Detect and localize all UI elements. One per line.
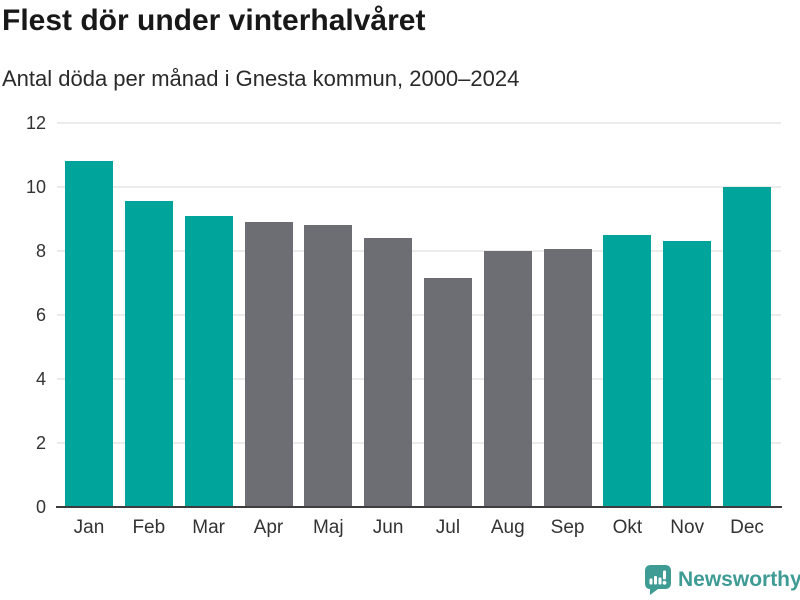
y-axis-tick-label-4: 4 [35, 369, 46, 389]
x-axis-tick-label-jan: Jan [73, 517, 105, 538]
x-axis-tick-label-jun: Jun [372, 517, 404, 538]
y-axis-tick-label-0: 0 [35, 497, 46, 517]
gridline-y-6 [57, 314, 781, 316]
y-axis-tick-label-2: 2 [35, 433, 46, 453]
bar-jul [423, 278, 472, 507]
bar-okt [603, 235, 652, 507]
x-axis-tick-label-apr: Apr [253, 517, 284, 538]
gridline-y-10 [57, 186, 781, 188]
bar-maj [304, 225, 353, 507]
bar-mar [184, 215, 233, 507]
y-axis-tick-label-12: 12 [25, 113, 46, 133]
x-axis-tick-label-okt: Okt [612, 517, 643, 538]
y-axis-tick-label-8: 8 [35, 241, 46, 261]
chart-title: Flest dör under vinterhalvåret [2, 4, 426, 37]
x-axis-tick-label-sep: Sep [550, 517, 585, 538]
bar-aug [483, 251, 532, 507]
bar-dec [723, 187, 771, 507]
chart-subtitle: Antal döda per månad i Gnesta kommun, 20… [2, 66, 520, 91]
gridline-y-4 [57, 378, 781, 380]
bar-feb [124, 201, 173, 507]
x-axis-tick-label-dec: Dec [730, 517, 764, 538]
x-axis-tick-label-nov: Nov [670, 517, 705, 538]
x-axis-baseline [56, 506, 782, 508]
bar-sep [543, 249, 592, 507]
gridline-y-12 [57, 122, 781, 124]
x-axis-tick-label-feb: Feb [132, 517, 166, 538]
y-axis-tick-label-10: 10 [25, 177, 46, 197]
gridline-y-8 [57, 250, 781, 252]
bar-nov [663, 241, 712, 507]
bar-apr [244, 222, 293, 507]
y-axis-tick-label-6: 6 [35, 305, 46, 325]
bar-jun [364, 238, 413, 507]
newsworthy-logo: Newsworthy [645, 565, 800, 595]
gridline-y-2 [57, 442, 781, 444]
newsworthy-brand-text: Newsworthy [678, 568, 800, 591]
x-axis-tick-label-maj: Maj [312, 517, 344, 538]
x-axis-tick-label-jul: Jul [435, 517, 461, 538]
newsworthy-speech-bubble-bar-chart-icon [645, 565, 671, 595]
bar-jan [65, 161, 113, 507]
x-axis-tick-label-mar: Mar [192, 517, 225, 538]
x-axis-tick-label-aug: Aug [490, 517, 525, 538]
